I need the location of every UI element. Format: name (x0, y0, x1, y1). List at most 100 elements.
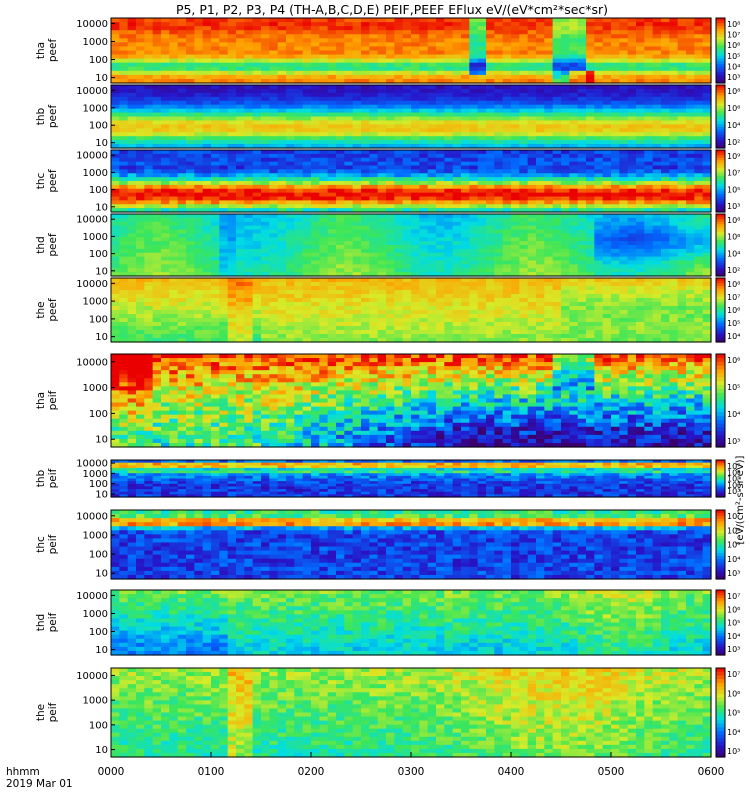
heatmap-cell (228, 34, 237, 39)
heatmap-cell (578, 268, 587, 272)
heatmap-cell (511, 89, 520, 94)
heatmap-cell (194, 105, 203, 110)
heatmap-cell (203, 38, 212, 43)
heatmap-cell (544, 150, 553, 154)
heatmap-cell (261, 128, 270, 133)
heatmap-cell (428, 257, 437, 261)
heatmap-cell (286, 18, 295, 23)
heatmap-cell (694, 158, 703, 162)
heatmap-cell (553, 120, 562, 125)
heatmap-cell (703, 89, 712, 94)
heatmap-cell (686, 38, 695, 43)
heatmap-cell (303, 162, 312, 166)
heatmap-cell (569, 268, 578, 272)
heatmap-cell (653, 101, 662, 106)
heatmap-cell (236, 264, 245, 268)
heatmap-cell (461, 97, 470, 102)
heatmap-cell (628, 30, 637, 35)
heatmap-cell (253, 268, 262, 272)
heatmap-cell (344, 113, 353, 118)
heatmap-cell (394, 67, 403, 72)
heatmap-cell (511, 189, 520, 193)
heatmap-cell (636, 22, 645, 27)
heatmap-cell (319, 181, 328, 185)
heatmap-cell (461, 117, 470, 122)
heatmap-cell (336, 18, 345, 23)
heatmap-cell (528, 34, 537, 39)
heatmap-cell (111, 226, 120, 230)
heatmap-cell (269, 245, 278, 249)
heatmap-cell (519, 233, 528, 237)
heatmap-cell (553, 105, 562, 110)
heatmap-cell (436, 71, 445, 76)
heatmap-cell (353, 204, 362, 208)
heatmap-cell (211, 181, 220, 185)
heatmap-cell (261, 204, 270, 208)
heatmap-cell (253, 26, 262, 31)
heatmap-cell (194, 193, 203, 197)
heatmap-cell (144, 93, 153, 98)
heatmap-cell (386, 117, 395, 122)
heatmap-cell (219, 51, 228, 56)
heatmap-cell (194, 177, 203, 181)
heatmap-cell (136, 282, 145, 287)
heatmap-cell (428, 63, 437, 68)
heatmap-cell (669, 233, 678, 237)
heatmap-cell (278, 268, 287, 272)
y-tick-label: 100 (89, 249, 108, 260)
heatmap-cell (169, 109, 178, 114)
heatmap-cell (636, 42, 645, 47)
heatmap-cell (194, 185, 203, 189)
heatmap-cell (469, 55, 478, 60)
heatmap-cell (461, 169, 470, 173)
heatmap-cell (594, 154, 603, 158)
heatmap-cell (494, 214, 503, 218)
heatmap-cell (319, 89, 328, 94)
heatmap-cell (694, 253, 703, 257)
heatmap-cell (269, 166, 278, 170)
heatmap-cell (511, 59, 520, 64)
heatmap-cell (436, 185, 445, 189)
heatmap-cell (511, 268, 520, 272)
heatmap-cell (186, 177, 195, 181)
heatmap-cell (194, 214, 203, 218)
heatmap-cell (161, 85, 170, 90)
heatmap-cell (186, 226, 195, 230)
heatmap-cell (569, 63, 578, 68)
heatmap-cell (169, 286, 178, 291)
figure-title: P5, P1, P2, P3, P4 (TH-A,B,C,D,E) PEIF,P… (176, 2, 608, 17)
colorbar-tick-label: 10⁷ (727, 31, 740, 40)
heatmap-cell (453, 38, 462, 43)
heatmap-cell (628, 245, 637, 249)
heatmap-cell (428, 150, 437, 154)
heatmap-cell (144, 197, 153, 201)
heatmap-cell (286, 222, 295, 226)
heatmap-cell (469, 230, 478, 234)
heatmap-cell (628, 26, 637, 31)
heatmap-cell (269, 71, 278, 76)
heatmap-cell (494, 166, 503, 170)
heatmap-cell (428, 214, 437, 218)
heatmap-cell (228, 85, 237, 90)
heatmap-cell (703, 173, 712, 177)
heatmap-cell (594, 162, 603, 166)
heatmap-cell (653, 193, 662, 197)
heatmap-cell (111, 286, 120, 291)
heatmap-cell (244, 117, 253, 122)
heatmap-cell (344, 71, 353, 76)
heatmap-cell (128, 162, 137, 166)
heatmap-cell (211, 218, 220, 222)
heatmap-cell (644, 257, 653, 261)
heatmap-cell (553, 261, 562, 265)
heatmap-cell (578, 218, 587, 222)
heatmap-cell (286, 181, 295, 185)
heatmap-cell (178, 140, 187, 145)
heatmap-cell (694, 249, 703, 253)
heatmap-cell (219, 26, 228, 31)
heatmap-cell (544, 245, 553, 249)
heatmap-cell (653, 200, 662, 204)
heatmap-cell (469, 181, 478, 185)
heatmap-cell (169, 237, 178, 241)
heatmap-cell (186, 278, 195, 283)
